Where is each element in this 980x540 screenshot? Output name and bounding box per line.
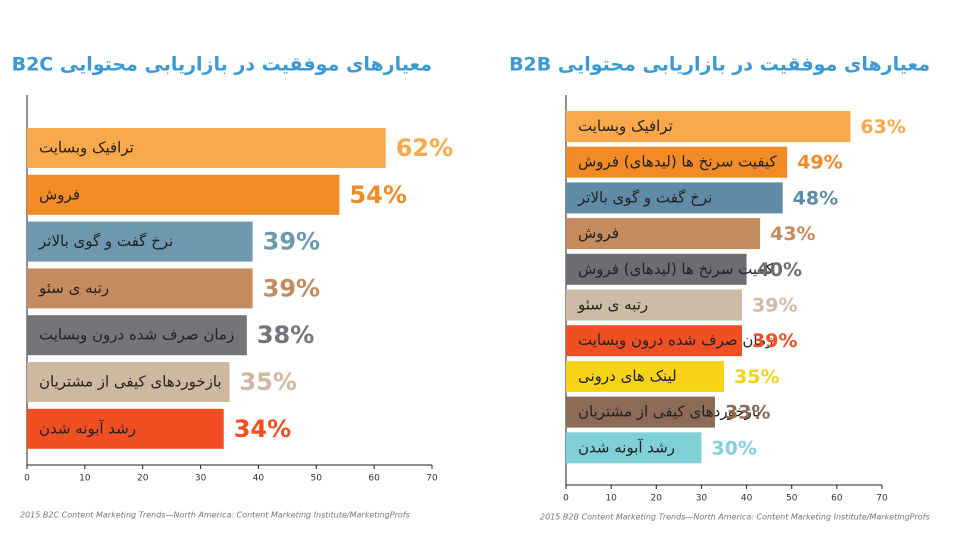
bar (566, 182, 783, 214)
x-tick-label: 0 (563, 494, 569, 504)
bar (566, 146, 788, 178)
value-label: 33% (725, 402, 770, 424)
category-label: فروش (578, 224, 619, 242)
chart-title: معیارهای موفقیت در بازاریابی محتوایی B2B (509, 54, 930, 76)
bar (27, 362, 230, 402)
value-label: 39% (263, 274, 320, 302)
category-label: بازخوردهای کیفی از مشتریان (578, 403, 761, 421)
x-tick-label: 20 (651, 494, 663, 504)
category-label: کمیت سرنخ ها (لیدهای) فروش (578, 260, 774, 278)
source-note: 2015 B2B Content Marketing Trends—North … (540, 513, 930, 522)
value-label: 49% (797, 152, 842, 174)
x-tick-label: 30 (195, 474, 207, 484)
x-tick-label: 40 (253, 474, 265, 484)
bar (27, 268, 253, 309)
x-tick-label: 70 (426, 474, 438, 484)
category-label: رتبه ی سئو (577, 296, 648, 314)
category-label: رشد آبونه شدن (39, 419, 136, 437)
category-label: بازخوردهای کیفی از مشتریان (39, 373, 222, 391)
value-label: 48% (793, 187, 838, 209)
category-label: کیفیت سرنخ ها (لیدهای) فروش (578, 153, 778, 171)
value-label: 63% (860, 116, 905, 138)
bar (27, 128, 386, 168)
bar (566, 111, 851, 142)
bar (566, 253, 747, 285)
value-label: 62% (396, 134, 453, 162)
category-label: فروش (39, 185, 80, 203)
category-label: زمان صرف شده درون وبسایت (578, 331, 773, 349)
bar (566, 218, 761, 250)
value-label: 30% (711, 437, 756, 459)
x-tick-label: 40 (741, 494, 753, 504)
x-tick-label: 20 (137, 474, 149, 484)
category-label: ترافیک وبسایت (578, 117, 673, 135)
x-tick-label: 10 (605, 494, 617, 504)
x-tick-label: 0 (24, 474, 30, 484)
bar (27, 221, 253, 262)
source-note: 2015 B2C Content Marketing Trends—North … (20, 511, 410, 520)
x-tick-label: 70 (876, 494, 888, 504)
bar (566, 325, 743, 357)
value-label: 39% (752, 330, 797, 352)
bar (27, 174, 340, 215)
x-tick-label: 50 (311, 474, 323, 484)
value-label: 43% (770, 223, 815, 245)
value-label: 35% (240, 368, 297, 396)
value-label: 54% (349, 181, 406, 209)
category-label: نرخ گفت و گوی بالاتر (38, 232, 173, 250)
value-label: 38% (257, 321, 314, 349)
bar (566, 289, 743, 321)
value-label: 34% (234, 415, 291, 443)
x-tick-label: 60 (831, 494, 843, 504)
value-label: 40% (757, 259, 802, 281)
x-tick-label: 30 (696, 494, 708, 504)
bar (566, 360, 724, 392)
value-label: 39% (752, 295, 797, 317)
category-label: نرخ گفت و گوی بالاتر (577, 188, 712, 206)
value-label: 35% (734, 366, 779, 388)
category-label: رتبه ی سئو (38, 279, 109, 297)
x-tick-label: 10 (79, 474, 91, 484)
chart-title: معیارهای موفقیت در بازاریابی محتوایی B2C (12, 54, 432, 76)
category-label: زمان صرف شده درون وبسایت (39, 326, 234, 344)
value-label: 39% (263, 228, 320, 256)
bar (566, 396, 715, 428)
bar (27, 315, 247, 356)
bar (27, 408, 224, 449)
category-label: رشد آبونه شدن (578, 438, 675, 456)
x-tick-label: 60 (368, 474, 380, 484)
bar (566, 432, 702, 464)
category-label: ترافیک وبسایت (39, 139, 134, 157)
x-tick-label: 50 (786, 494, 798, 504)
category-label: لینک های درونی (578, 367, 677, 385)
